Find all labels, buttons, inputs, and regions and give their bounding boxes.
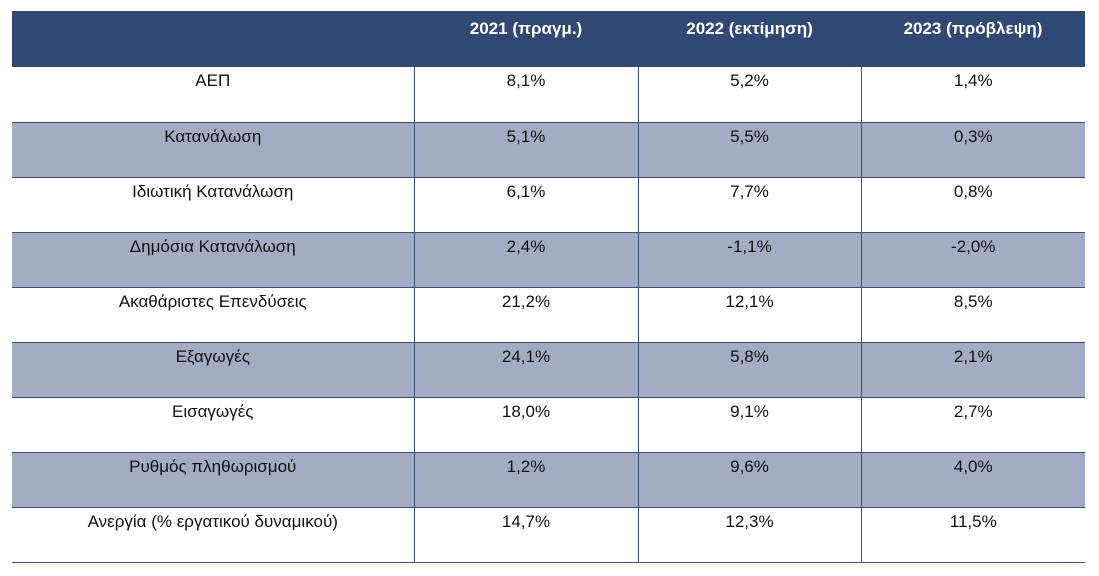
table-row-unemployment: Ανεργία (% εργατικού δυναμικού) 14,7% 12… <box>12 507 1085 563</box>
cell-2023: 8,5% <box>860 287 1085 343</box>
cell-2023: 0,8% <box>860 177 1085 233</box>
table-row-private-consumption: Ιδιωτική Κατανάλωση 6,1% 7,7% 0,8% <box>12 177 1085 233</box>
table-row-imports: Εισαγωγές 18,0% 9,1% 2,7% <box>12 397 1085 453</box>
table-row-inflation: Ρυθμός πληθωρισμού 1,2% 9,6% 4,0% <box>12 451 1085 508</box>
cell-2021: 24,1% <box>413 341 638 398</box>
cell-2022: 7,7% <box>637 177 861 233</box>
row-label: Εισαγωγές <box>12 397 414 453</box>
cell-2023: 0,3% <box>860 121 1085 178</box>
table-row-gross-investment: Ακαθάριστες Επενδύσεις 21,2% 12,1% 8,5% <box>12 287 1085 343</box>
economic-forecast-table-container: 2021 (πραγμ.) 2022 (εκτίμηση) 2023 (πρόβ… <box>12 11 1085 563</box>
cell-2021: 5,1% <box>413 121 638 178</box>
cell-2022: 9,6% <box>637 451 861 508</box>
cell-2022: 5,8% <box>637 341 861 398</box>
row-label: Ανεργία (% εργατικού δυναμικού) <box>12 507 414 563</box>
cell-2021: 18,0% <box>413 397 638 453</box>
row-label: Ακαθάριστες Επενδύσεις <box>12 287 414 343</box>
cell-2021: 2,4% <box>413 231 638 288</box>
header-cell-2023: 2023 (πρόβλεψη) <box>903 19 1043 38</box>
cell-2021: 8,1% <box>413 67 638 123</box>
header-cell-2021: 2021 (πραγμ.) <box>469 19 583 38</box>
table-row-gdp: ΑΕΠ 8,1% 5,2% 1,4% <box>12 67 1085 123</box>
cell-2023: 1,4% <box>860 67 1085 123</box>
cell-2022: -1,1% <box>637 231 861 288</box>
cell-2021: 14,7% <box>413 507 638 563</box>
cell-2023: 4,0% <box>860 451 1085 508</box>
cell-2022: 12,3% <box>637 507 861 563</box>
cell-2023: 2,7% <box>860 397 1085 453</box>
cell-2022: 5,5% <box>637 121 861 178</box>
row-label: Δημόσια Κατανάλωση <box>12 231 414 288</box>
row-label: Ιδιωτική Κατανάλωση <box>12 177 414 233</box>
cell-2022: 12,1% <box>637 287 861 343</box>
table-header-row: 2021 (πραγμ.) 2022 (εκτίμηση) 2023 (πρόβ… <box>12 11 1085 67</box>
economic-forecast-table: 2021 (πραγμ.) 2022 (εκτίμηση) 2023 (πρόβ… <box>12 11 1085 563</box>
cell-2023: 11,5% <box>860 507 1085 563</box>
cell-2021: 21,2% <box>413 287 638 343</box>
row-label: Εξαγωγές <box>12 341 414 398</box>
table-row-public-consumption: Δημόσια Κατανάλωση 2,4% -1,1% -2,0% <box>12 231 1085 288</box>
header-cell-empty <box>12 11 414 67</box>
cell-2023: 2,1% <box>860 341 1085 398</box>
header-cell-2022: 2022 (εκτίμηση) <box>686 19 813 38</box>
cell-2021: 1,2% <box>413 451 638 508</box>
cell-2021: 6,1% <box>413 177 638 233</box>
row-label: ΑΕΠ <box>12 67 414 123</box>
cell-2022: 5,2% <box>637 67 861 123</box>
cell-2022: 9,1% <box>637 397 861 453</box>
table-row-exports: Εξαγωγές 24,1% 5,8% 2,1% <box>12 341 1085 398</box>
row-label: Ρυθμός πληθωρισμού <box>12 451 414 508</box>
row-label: Κατανάλωση <box>12 121 414 178</box>
table-row-consumption: Κατανάλωση 5,1% 5,5% 0,3% <box>12 121 1085 178</box>
cell-2023: -2,0% <box>860 231 1085 288</box>
